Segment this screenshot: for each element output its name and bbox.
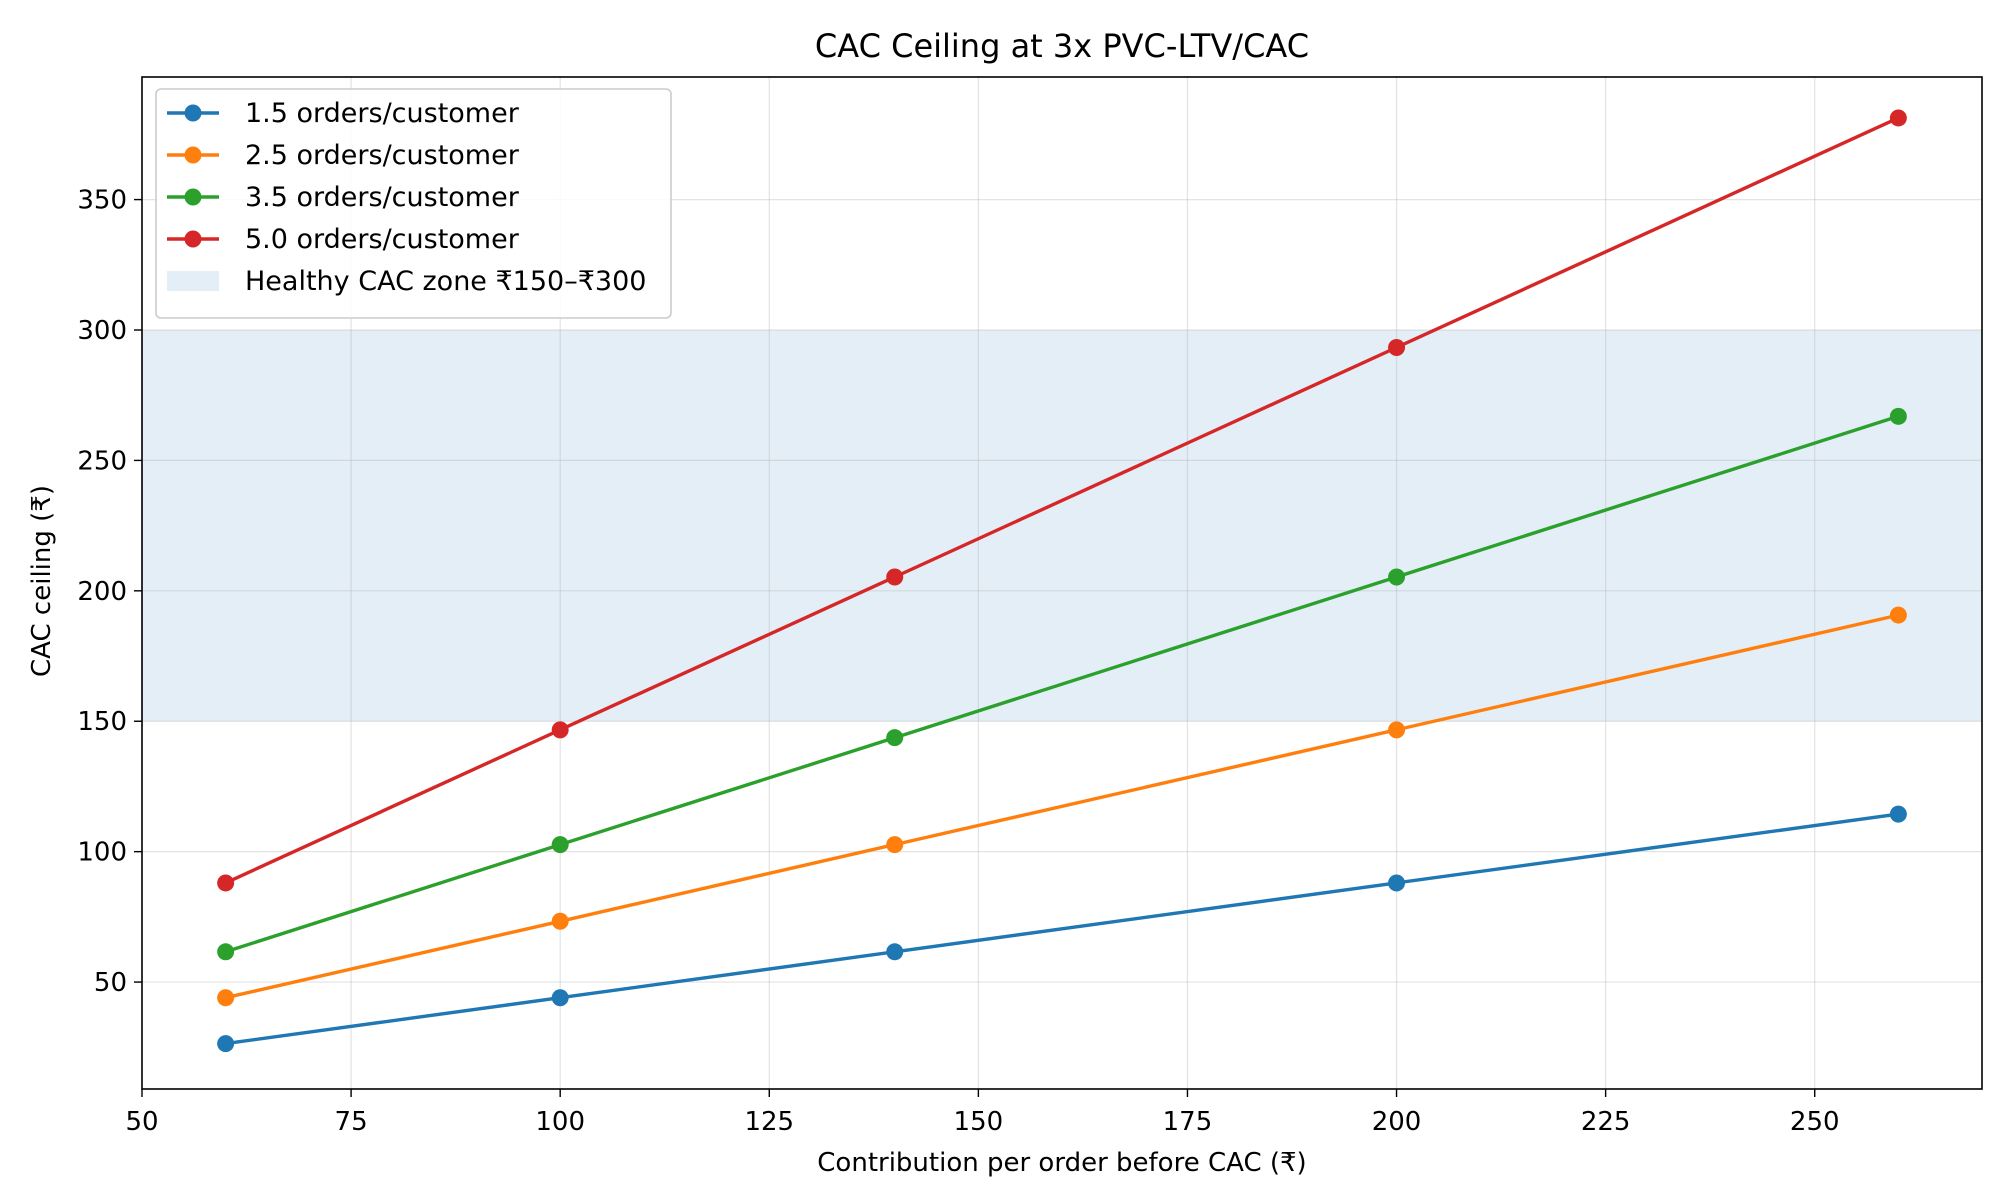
data-point xyxy=(1388,874,1406,892)
tick-layer: 50 75 100 125 150 175 200 225 250 50 100 150 200 250 3… xyxy=(77,186,1839,1137)
x-tick-label: 50 xyxy=(125,1107,158,1137)
legend-marker xyxy=(184,104,202,122)
data-point xyxy=(551,912,569,930)
data-point xyxy=(1889,805,1907,823)
x-tick-label: 75 xyxy=(335,1107,368,1137)
series-group xyxy=(217,606,1907,1007)
x-tick-label: 100 xyxy=(535,1107,585,1137)
series-layer xyxy=(217,109,1907,1053)
legend-marker xyxy=(184,188,202,206)
y-tick-label: 150 xyxy=(77,707,127,737)
y-tick-label: 50 xyxy=(94,968,127,998)
x-tick-label: 125 xyxy=(744,1107,794,1137)
x-axis-label: Contribution per order before CAC (₹) xyxy=(817,1148,1306,1178)
series-line xyxy=(223,812,1901,1046)
legend-label: 5.0 orders/customer xyxy=(245,224,520,255)
healthy-zone-band xyxy=(142,330,1982,722)
legend-label: 2.5 orders/customer xyxy=(245,140,520,171)
data-point xyxy=(1889,606,1907,624)
grid-layer xyxy=(141,77,1982,1089)
data-point xyxy=(1388,721,1406,739)
data-point xyxy=(217,989,235,1007)
data-point xyxy=(1388,568,1406,586)
data-point xyxy=(886,836,904,854)
data-point xyxy=(217,874,235,892)
legend: 1.5 orders/customer 2.5 orders/customer 3.… xyxy=(155,88,672,319)
x-tick-label: 175 xyxy=(1163,1107,1213,1137)
legend-marker xyxy=(184,230,202,248)
data-point xyxy=(886,729,904,747)
data-point xyxy=(1889,109,1907,127)
data-point xyxy=(1388,338,1406,356)
data-point xyxy=(886,943,904,961)
data-point xyxy=(551,836,569,854)
y-axis-label: CAC ceiling (₹) xyxy=(27,485,57,677)
x-tick-label: 200 xyxy=(1372,1107,1422,1137)
y-tick-label: 200 xyxy=(77,577,127,607)
legend-label: 1.5 orders/customer xyxy=(245,98,520,129)
x-tick-label: 250 xyxy=(1790,1107,1840,1137)
data-point xyxy=(551,989,569,1007)
y-tick-label: 250 xyxy=(77,446,127,476)
x-tick-label: 225 xyxy=(1581,1107,1631,1137)
series-group xyxy=(217,109,1907,892)
series-group xyxy=(217,805,1907,1053)
data-point xyxy=(1889,407,1907,425)
x-tick-label: 150 xyxy=(954,1107,1004,1137)
y-tick-label: 350 xyxy=(77,186,127,216)
legend-label: 3.5 orders/customer xyxy=(245,182,520,213)
legend-marker xyxy=(184,146,202,164)
data-point xyxy=(551,721,569,739)
chart-title: CAC Ceiling at 3x PVC-LTV/CAC xyxy=(815,27,1309,65)
series-group xyxy=(217,407,1907,961)
y-tick-label: 100 xyxy=(77,838,127,868)
plot-frame xyxy=(141,76,1983,1090)
legend-swatch xyxy=(167,271,219,291)
data-point xyxy=(217,943,235,961)
data-point xyxy=(217,1035,235,1053)
y-tick-label: 300 xyxy=(77,316,127,346)
data-point xyxy=(886,568,904,586)
legend-box xyxy=(155,88,672,319)
band-layer xyxy=(142,330,1982,722)
legend-label: Healthy CAC zone ₹150–₹300 xyxy=(245,266,646,297)
